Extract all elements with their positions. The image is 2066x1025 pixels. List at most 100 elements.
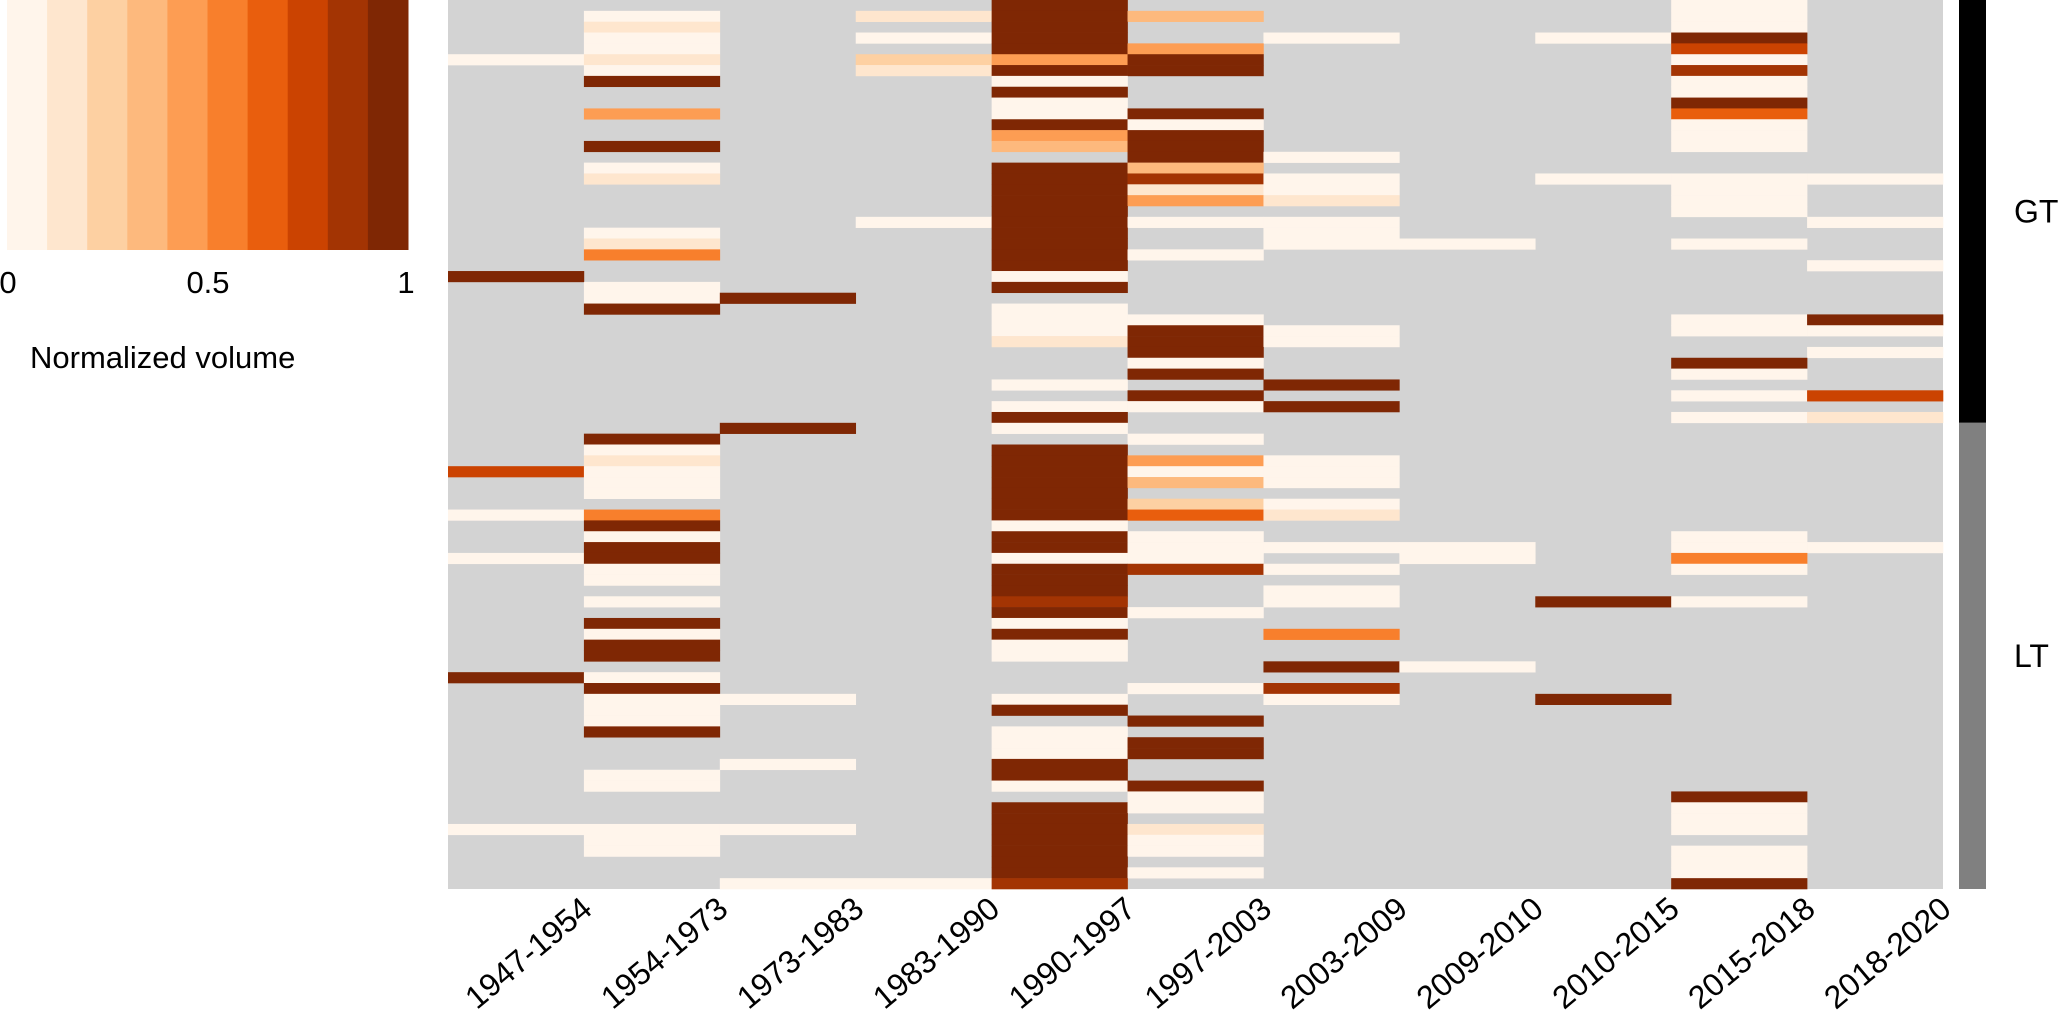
heatmap-cell — [991, 856, 1128, 868]
heatmap-cell — [1127, 845, 1264, 857]
heatmap-cell — [1263, 596, 1400, 608]
heatmap-cell — [583, 477, 721, 489]
heatmap-cell — [1671, 108, 1808, 120]
heatmap-cell — [583, 249, 721, 261]
heatmap-cell — [991, 205, 1128, 218]
heatmap-cell — [991, 520, 1128, 532]
heatmap-cell — [1671, 238, 1808, 250]
heatmap-cell — [583, 520, 721, 532]
heatmap-cell — [1263, 563, 1400, 575]
heatmap-cell — [1263, 227, 1400, 239]
heatmap-cell — [991, 173, 1128, 185]
group-bar-gt — [1959, 0, 1986, 423]
heatmap-cell — [719, 422, 857, 434]
heatmap-cell — [583, 32, 721, 44]
heatmap-cell — [719, 758, 857, 771]
heatmap-cell — [1263, 466, 1400, 478]
group-label: GT — [2014, 193, 2058, 229]
heatmap-cell — [1263, 238, 1400, 250]
heatmap-cell — [1671, 314, 1808, 326]
heatmap-cell — [1127, 823, 1264, 836]
heatmap-cell — [448, 552, 585, 565]
heatmap-cell — [991, 780, 1128, 792]
heatmap-cell — [991, 455, 1128, 467]
heatmap-cell — [991, 509, 1128, 521]
heatmap-cell — [1127, 65, 1264, 77]
heatmap-cell — [991, 617, 1128, 630]
heatmap-cell — [1671, 195, 1808, 207]
heatmap-cell — [1127, 542, 1264, 554]
heatmap-cell — [583, 75, 721, 88]
heatmap-cell — [991, 639, 1128, 651]
legend-swatch — [127, 0, 168, 250]
heatmap-cell — [719, 823, 857, 836]
heatmap-cell — [1807, 325, 1944, 337]
heatmap-cell — [1263, 325, 1400, 337]
heatmap-cell — [583, 715, 721, 727]
heatmap-cell — [991, 97, 1128, 109]
heatmap-cell — [991, 650, 1128, 662]
heatmap-cell — [1127, 748, 1264, 760]
heatmap-cell — [991, 574, 1128, 586]
heatmap-cell — [583, 726, 721, 738]
heatmap-cell — [448, 54, 585, 66]
heatmap-cell — [1127, 346, 1264, 359]
legend-swatch — [247, 0, 289, 250]
legend-swatch — [47, 0, 88, 250]
heatmap-cell — [1127, 715, 1264, 727]
heatmap-cell — [583, 780, 721, 792]
heatmap-cell — [1263, 151, 1400, 163]
heatmap-cell — [1671, 802, 1808, 814]
heatmap-cell — [1399, 542, 1536, 554]
heatmap-cell — [991, 628, 1128, 640]
heatmap-cell — [991, 249, 1128, 261]
heatmap-cell — [991, 65, 1128, 77]
legend-color-bar — [7, 0, 409, 250]
heatmap-cell — [1535, 32, 1672, 44]
legend-title: Normalized volume — [30, 340, 295, 375]
heatmap-cell — [991, 596, 1128, 608]
group-label: LT — [2014, 638, 2049, 674]
heatmap-cell — [1127, 195, 1264, 207]
heatmap-cell — [583, 542, 721, 554]
heatmap-cell — [583, 563, 721, 575]
heatmap-cell — [583, 650, 721, 662]
heatmap-cell — [1263, 683, 1400, 695]
heatmap-cell — [583, 552, 721, 565]
heatmap-cell — [991, 411, 1128, 424]
heatmap-cell — [583, 54, 721, 66]
heatmap-cell — [1671, 86, 1808, 98]
heatmap-cell — [583, 509, 721, 521]
heatmap-cell — [1807, 346, 1944, 359]
heatmap-cell — [991, 542, 1128, 554]
heatmap-cell — [1127, 683, 1264, 695]
heatmap-cell — [1671, 823, 1808, 836]
heatmap-cell — [1127, 54, 1264, 66]
heatmap-cell — [1127, 336, 1264, 348]
color-legend: 0 0.5 1 Normalized volume — [0, 0, 415, 375]
legend-swatch — [327, 0, 369, 250]
heatmap-cell — [1671, 325, 1808, 337]
heatmap-cell — [991, 43, 1128, 55]
heatmap-cell — [1263, 379, 1400, 391]
heatmap-cell — [1535, 173, 1672, 185]
heatmap-cell — [583, 21, 721, 33]
heatmap-cell — [1807, 260, 1944, 272]
heatmap-cell — [991, 758, 1128, 771]
heatmap-cell — [1671, 10, 1808, 22]
heatmap-cell — [991, 477, 1128, 489]
heatmap-cell — [1671, 357, 1808, 369]
heatmap-cell — [1127, 151, 1264, 163]
heatmap-cell — [1807, 390, 1944, 402]
heatmap-cell — [1671, 184, 1808, 196]
heatmap-cell — [1127, 162, 1264, 174]
heatmap-cell — [1399, 661, 1536, 673]
heatmap-cell — [583, 10, 721, 22]
heatmap-cell — [991, 260, 1128, 272]
heatmap-cell — [1671, 32, 1808, 44]
heatmap-cell — [1671, 563, 1808, 575]
heatmap-cell — [991, 737, 1128, 749]
heatmap-cell — [583, 628, 721, 640]
heatmap-cell — [1127, 509, 1264, 521]
legend-swatch — [367, 0, 409, 250]
